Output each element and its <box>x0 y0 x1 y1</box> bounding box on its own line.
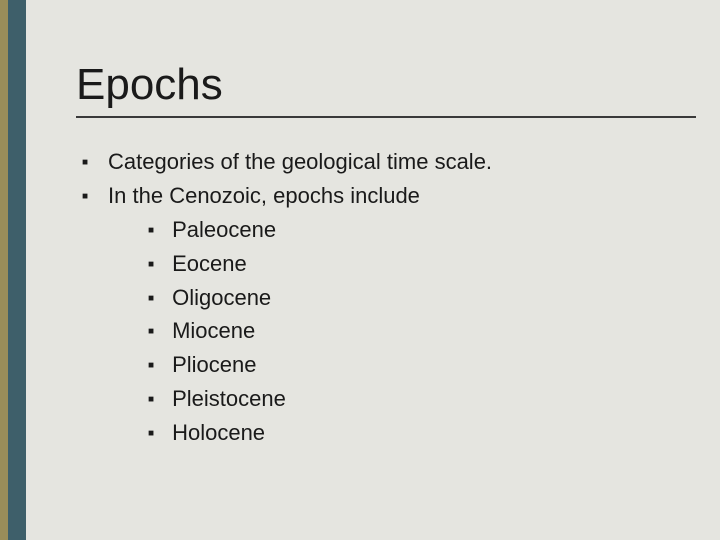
sub-bullet-text: Paleocene <box>172 214 276 246</box>
slide-content: Epochs ■ Categories of the geological ti… <box>26 0 720 540</box>
bullet-marker-icon: ■ <box>148 224 154 239</box>
bullet-text: Categories of the geological time scale. <box>108 146 690 178</box>
sub-bullet-text: Eocene <box>172 248 247 280</box>
sub-bullet-item: ■ Pliocene <box>148 349 690 381</box>
bullet-marker-icon: ■ <box>148 325 154 340</box>
bullet-marker-icon: ■ <box>148 427 154 442</box>
sub-bullet-text: Oligocene <box>172 282 271 314</box>
bullet-list: ■ Categories of the geological time scal… <box>76 146 690 451</box>
slide-title: Epochs <box>76 60 690 110</box>
sub-bullet-item: ■ Oligocene <box>148 282 690 314</box>
bullet-marker-icon: ■ <box>148 393 154 408</box>
left-stripe-inner <box>8 0 26 540</box>
sub-bullet-item: ■ Paleocene <box>148 214 690 246</box>
sub-bullet-text: Pliocene <box>172 349 256 381</box>
bullet-marker-icon: ■ <box>148 359 154 374</box>
sub-bullet-text: Miocene <box>172 315 255 347</box>
sub-bullet-item: ■ Eocene <box>148 248 690 280</box>
sub-bullet-item: ■ Holocene <box>148 417 690 449</box>
sub-bullet-text: Pleistocene <box>172 383 286 415</box>
bullet-item: ■ Categories of the geological time scal… <box>82 146 690 178</box>
sub-bullet-list: ■ Paleocene ■ Eocene ■ Oligocene ■ Mioce… <box>108 214 690 449</box>
bullet-marker-icon: ■ <box>82 156 88 171</box>
bullet-text: In the Cenozoic, epochs include <box>108 183 420 208</box>
bullet-marker-icon: ■ <box>148 292 154 307</box>
bullet-marker-icon: ■ <box>82 190 88 205</box>
sub-bullet-item: ■ Miocene <box>148 315 690 347</box>
sub-bullet-item: ■ Pleistocene <box>148 383 690 415</box>
sub-bullet-text: Holocene <box>172 417 265 449</box>
title-underline <box>76 116 696 118</box>
bullet-item: ■ In the Cenozoic, epochs include ■ Pale… <box>82 180 690 451</box>
bullet-marker-icon: ■ <box>148 258 154 273</box>
bullet-text-wrapper: In the Cenozoic, epochs include ■ Paleoc… <box>108 180 690 451</box>
left-stripe-outer <box>0 0 8 540</box>
